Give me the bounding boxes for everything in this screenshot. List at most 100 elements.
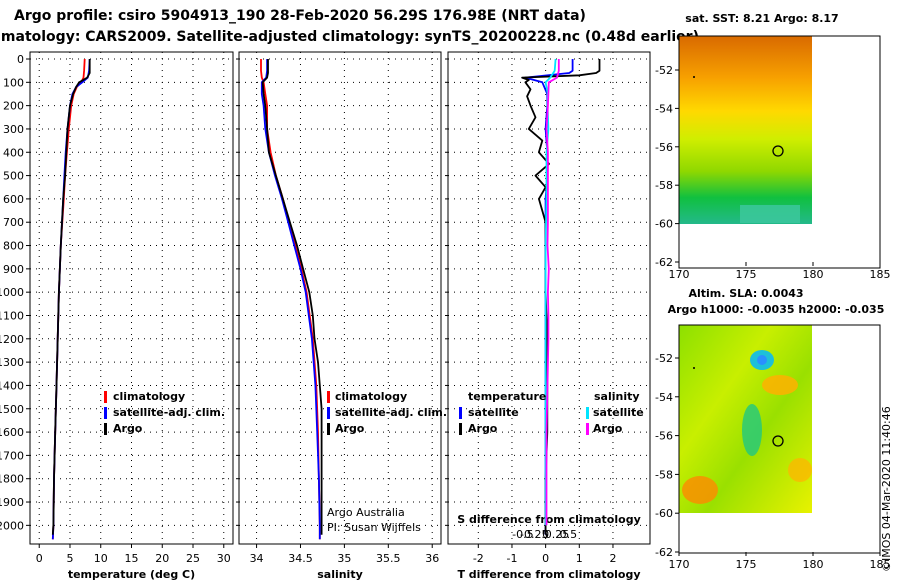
x-tick-label: 2	[609, 552, 616, 565]
series-line-salinity-argo	[545, 59, 560, 526]
depth-tick-label: 600	[3, 193, 24, 206]
x-tick-label: 35.5	[376, 552, 401, 565]
x-tick-label: 15	[125, 552, 139, 565]
sst-map-title: sat. SST: 8.21 Argo: 8.17	[685, 12, 838, 25]
altimetry-map: Altim. SLA: 0.0043 Argo h1000: -0.0035 h…	[655, 287, 890, 571]
sst-map: sat. SST: 8.21 Argo: 8.17 -52 -54 -56 -58 -6…	[655, 12, 890, 281]
depth-tick-label: 500	[3, 170, 24, 183]
x-tick-label: 1	[576, 552, 583, 565]
depth-tick-label: 1600	[0, 426, 24, 439]
sst-map-frame	[678, 35, 881, 269]
sst-field	[679, 36, 812, 224]
x-tick-label: 10	[94, 552, 108, 565]
sla-dot	[693, 367, 695, 369]
x-tick-label: 20	[155, 552, 169, 565]
x2-tick-label: 0.25	[545, 528, 570, 541]
legend-label-t-satellite: satellite	[468, 406, 519, 419]
legend-swatch-s-satellite	[586, 407, 589, 419]
x-tick-label: 35	[337, 552, 351, 565]
map-lat-label: -62	[655, 546, 673, 559]
depth-tick-label: 1900	[0, 496, 24, 509]
sla-warm-patch	[682, 476, 718, 504]
map-lat-label: -62	[655, 256, 673, 269]
map-lat-label: -60	[655, 507, 673, 520]
x-axis-label: T difference from climatology	[457, 568, 640, 580]
legend-head-salinity: salinity	[594, 390, 640, 403]
x-axis-label: temperature (deg C)	[68, 568, 195, 580]
map-lat-label: -52	[655, 64, 673, 77]
salinity-panel: 34 34.5 35 35.5 36 salinity	[236, 51, 442, 580]
legend-label-s-argo: Argo	[593, 422, 623, 435]
sst-dot	[693, 76, 695, 78]
depth-tick-label: 1300	[0, 356, 24, 369]
legend-label-argo: Argo	[113, 422, 143, 435]
x-tick-label: 5	[66, 552, 73, 565]
sla-warm-patch	[788, 458, 812, 482]
series-line-temperature-argo	[521, 59, 601, 535]
header-line2: Climatology: CARS2009. Satellite-adjuste…	[0, 29, 699, 45]
depth-tick-label: 1100	[0, 309, 24, 322]
map-lat-label: -58	[655, 468, 673, 481]
legend-swatch-climatology	[104, 391, 107, 403]
sst-cool-patch	[740, 205, 800, 223]
series-line-satellite-adj-clim-	[260, 59, 321, 540]
series-line-argo	[51, 59, 91, 535]
temperature-panel: 0100200300400500600700800900100011001200…	[0, 51, 234, 580]
map-lon-label: 175	[736, 268, 757, 281]
legend-label-t-argo: Argo	[468, 422, 498, 435]
sla-eddy-high	[762, 375, 798, 395]
map-lon-label: 185	[870, 558, 891, 571]
altimetry-map-frame	[678, 324, 881, 554]
sla-eddy-core	[757, 355, 767, 365]
depth-tick-label: 0	[17, 53, 24, 66]
map-lat-label: -58	[655, 179, 673, 192]
legend-label-argo: Argo	[335, 422, 365, 435]
depth-tick-label: 800	[3, 240, 24, 253]
depth-tick-label: 700	[3, 216, 24, 229]
legend-swatch-t-argo	[459, 423, 462, 435]
salinity-legend: climatology satellite-adj. clim. Argo Ar…	[327, 390, 447, 534]
x-tick-label: 0	[542, 552, 549, 565]
altimetry-map-title2: Argo h1000: -0.0035 h2000: -0.035	[668, 303, 885, 316]
temperature-legend: climatology satellite-adj. clim. Argo	[104, 390, 225, 435]
legend-swatch-argo	[104, 423, 107, 435]
credit-line2: PI: Susan Wijffels	[327, 521, 421, 534]
x-tick-label: 25	[186, 552, 200, 565]
legend-label-climatology: climatology	[113, 390, 185, 403]
series-line-salinity-satellite	[544, 58, 557, 526]
legend-label-satellite: satellite-adj. clim.	[335, 406, 447, 419]
depth-tick-label: 1800	[0, 473, 24, 486]
depth-tick-label: 400	[3, 146, 24, 159]
legend-swatch-t-satellite	[459, 407, 462, 419]
altimetry-map-title1: Altim. SLA: 0.0043	[688, 287, 803, 300]
legend-label-s-satellite: satellite	[593, 406, 644, 419]
depth-tick-label: 1500	[0, 403, 24, 416]
difference-legend: temperature salinity satellite Argo sate…	[459, 390, 644, 435]
map-lon-label: 180	[803, 268, 824, 281]
sla-band	[742, 404, 762, 456]
difference-panel: -2 -1 0 1 2 T difference from climatology S di…	[445, 51, 651, 580]
x2-axis-label: S difference from climatology	[457, 513, 641, 526]
map-lon-label: 185	[870, 268, 891, 281]
x-axis-label: salinity	[317, 568, 363, 580]
map-lon-label: 180	[803, 558, 824, 571]
header-line1: Argo profile: csiro 5904913_190 28-Feb-2…	[14, 8, 586, 24]
x-tick-label: 34	[250, 552, 264, 565]
x-tick-label: 0	[36, 552, 43, 565]
x2-tick-label: 0.5	[560, 528, 578, 541]
series-line-climatology	[51, 58, 86, 540]
depth-tick-label: 900	[3, 263, 24, 276]
legend-swatch-satellite	[327, 407, 330, 419]
depth-tick-label: 1700	[0, 449, 24, 462]
legend-swatch-climatology	[327, 391, 330, 403]
legend-swatch-argo	[327, 423, 330, 435]
map-lat-label: -60	[655, 218, 673, 231]
plot-frame	[447, 51, 651, 545]
map-lon-label: 175	[736, 558, 757, 571]
map-lat-label: -56	[655, 141, 673, 154]
map-lon-label: 170	[669, 268, 690, 281]
depth-tick-label: 1400	[0, 379, 24, 392]
depth-tick-label: 1000	[0, 286, 24, 299]
